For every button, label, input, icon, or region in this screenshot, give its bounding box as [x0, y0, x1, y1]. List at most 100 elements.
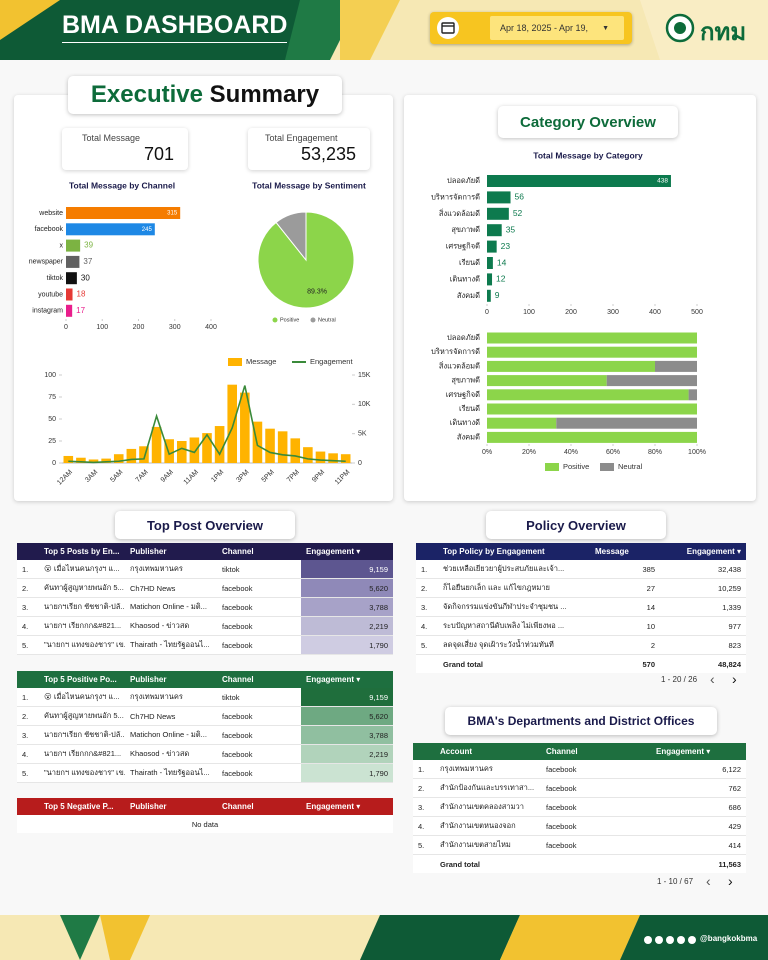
table-row: 1. กรุงเทพมหานคร facebook 6,122 — [413, 760, 746, 779]
table-cell: 3. — [17, 725, 39, 745]
header-cell[interactable]: Engagement — [301, 671, 393, 688]
table-cell: 1,339 — [660, 597, 746, 617]
table-cell: 5. — [17, 635, 39, 655]
table-cell: facebook — [217, 635, 301, 655]
header: BMA DASHBOARD Apr 18, 2025 - Apr 19, ▼ กท… — [0, 0, 768, 60]
table-cell: facebook — [541, 816, 651, 836]
date-range-text: Apr 18, 2025 - Apr 19, — [500, 23, 589, 33]
table-cell: 4. — [17, 744, 39, 764]
table-row: 1. ช่วยเหลือเยียวยาผู้ประสบภัยและเจ้า... 3… — [416, 560, 746, 579]
table-cell: 4. — [17, 616, 39, 636]
header-cell: Message — [595, 547, 629, 556]
table-cell: "นายกฯ แทงของชาร" เข... — [39, 635, 125, 655]
pagination: 1 - 20 / 26 — [661, 675, 698, 684]
table-cell: นายกฯเรียก ชัชชาติ-ปลั... — [39, 725, 125, 745]
table-cell: 2. — [416, 578, 438, 598]
next-page[interactable]: › — [728, 873, 733, 889]
table-cell: facebook — [541, 778, 651, 798]
header-cell[interactable]: Engagement — [651, 743, 746, 760]
date-range[interactable]: Apr 18, 2025 - Apr 19, ▼ — [490, 16, 624, 40]
header-row: Top Policy by Engagement Message Engagemen… — [416, 543, 746, 560]
category-title: Category Overview — [498, 106, 678, 138]
table-row: 4. ระบปัญหาสถานีดับเพลิง ไม่เพียงพอ ... 10… — [416, 616, 746, 636]
table-cell: 3,788 — [301, 725, 393, 745]
table-cell: 3. — [416, 597, 438, 617]
table-row: 5. "นายกฯ แทงของชาร" เข... Thairath - ไทยร… — [17, 635, 393, 655]
pagination: 1 - 10 / 67 — [657, 877, 694, 886]
table-cell: facebook — [217, 597, 301, 617]
table-cell: สำนักงานเขตสายไหม — [435, 835, 541, 855]
total-value: 48,824 — [718, 659, 741, 669]
table-cell: facebook — [541, 760, 651, 779]
table-cell: กรุงเทพมหานคร — [435, 760, 541, 779]
table-cell: facebook — [217, 578, 301, 598]
table-row: 3. นายกฯเรียก ชัชชาติ-ปลั... Matichon Onli… — [17, 725, 393, 745]
table-cell: 823 — [660, 635, 746, 655]
total-row: Grand total 570 48,824 — [416, 655, 746, 674]
prev-page[interactable]: ‹ — [710, 671, 715, 687]
empty-message: No data — [191, 819, 219, 829]
table-cell: สำนักป้องกันและบรรเทาสา... — [435, 778, 541, 798]
table-cell: กรุงเทพมหานคร — [125, 560, 217, 579]
header-cell: Channel — [222, 802, 254, 811]
table-cell: 1. — [17, 688, 39, 707]
table-cell: facebook — [217, 725, 301, 745]
table-cell: 2. — [17, 578, 39, 598]
prev-page[interactable]: ‹ — [706, 873, 711, 889]
table-cell: 977 — [660, 616, 746, 636]
header-cell[interactable]: Engagement — [301, 543, 393, 560]
table-row: 3. นายกฯเรียก ชัชชาติ-ปลั... Matichon Onli… — [17, 597, 393, 617]
table-cell: 32,438 — [660, 560, 746, 579]
table-cell: สำนักงานเขตหนองจอก — [435, 816, 541, 836]
logo-emblem — [665, 13, 695, 43]
table-cell: ระบปัญหาสถานีดับเพลิง ไม่เพียงพอ ... — [438, 616, 590, 636]
table-cell: จัดกิจกรรมแข่งขันกีฬาประจำชุมชน ... — [438, 597, 590, 617]
total-label: Grand total — [443, 659, 484, 669]
total-row: Grand total 11,563 — [413, 855, 746, 874]
table-cell: 14 — [590, 597, 660, 617]
table-cell: 1,790 — [301, 763, 393, 783]
header-cell: Channel — [222, 675, 254, 684]
table-cell: 5. — [17, 763, 39, 783]
table-cell — [413, 855, 435, 874]
table-cell: 1. — [416, 560, 438, 579]
header-cell: Publisher — [130, 802, 167, 811]
table-cell: facebook — [217, 763, 301, 783]
header-cell: Channel — [546, 747, 578, 756]
table-cell: facebook — [541, 797, 651, 817]
table-cell: Matichon Online - มติ... — [125, 725, 217, 745]
table-cell: นายกฯ เรียกกก&#821... — [39, 744, 125, 764]
header-cell — [413, 743, 435, 760]
table-cell: สำนักงานเขตคลองสามวา — [435, 797, 541, 817]
header-cell: Publisher — [130, 675, 167, 684]
table-cell: 2,219 — [301, 744, 393, 764]
date-picker[interactable]: Apr 18, 2025 - Apr 19, ▼ — [430, 12, 632, 44]
table-row: 1. 😮 เมื่อไหนคนกรุงฯ แ... กรุงเทพมหานคร tik… — [17, 688, 393, 707]
kpi-card: Total Engagement 53,235 — [248, 128, 370, 170]
section-title: BMA's Departments and District Offices — [445, 707, 717, 735]
social-handle: @bangkokbma — [700, 934, 758, 943]
table-cell: 9,159 — [301, 688, 393, 707]
dashboard-title: BMA DASHBOARD — [62, 11, 288, 43]
table-row: 5. "นายกฯ แทงของชาร" เข... Thairath - ไทยร… — [17, 763, 393, 783]
next-page[interactable]: › — [732, 671, 737, 687]
header-cell[interactable]: Engagement — [301, 798, 393, 815]
header-row: Top 5 Posts by En... Publisher Channel Enga… — [17, 543, 393, 560]
data-table: Top 5 Negative P... Publisher Channel Engag… — [17, 798, 393, 833]
table-cell: Khaosod - ข่าวสด — [125, 744, 217, 764]
table-cell: 4. — [413, 816, 435, 836]
kpi-value: 701 — [143, 144, 174, 164]
table-cell: ลดจุดเสี่ยง จุดเฝ้าระวังน้ำท่วมทันที — [438, 635, 590, 655]
table-cell: 414 — [651, 835, 746, 855]
table-cell: 10,259 — [660, 578, 746, 598]
data-table: AccountChannelEngagement1.กรุงเทพมหานครf… — [413, 743, 746, 873]
table-row: 4. นายกฯ เรียกกก&#821... Khaosod - ข่าวสด f… — [17, 616, 393, 636]
header-cell: Top 5 Negative P... — [44, 802, 114, 811]
total-value: 570 — [642, 659, 655, 669]
table-cell: 686 — [651, 797, 746, 817]
table-cell: 5. — [416, 635, 438, 655]
table-cell: 6,122 — [651, 760, 746, 779]
executive-title: Executive Summary — [68, 76, 342, 114]
table-cell: 😮 เมื่อไหนคนกรุงฯ แ... — [39, 560, 125, 579]
header-cell[interactable]: Engagement — [660, 543, 746, 560]
